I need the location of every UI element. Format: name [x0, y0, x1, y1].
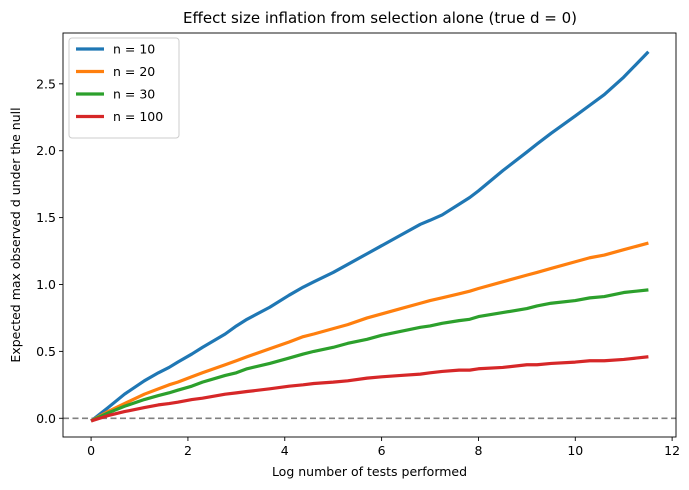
y-tick-label: 0.0 — [36, 411, 56, 426]
x-tick-label: 10 — [567, 443, 583, 458]
series-line-3 — [90, 288, 649, 423]
x-tick-label: 6 — [378, 443, 386, 458]
x-tick-label: 12 — [664, 443, 680, 458]
legend-label-4: n = 100 — [113, 109, 163, 124]
legend: n = 10 n = 20 n = 30 n = 100 — [68, 37, 180, 139]
y-tick-label: 0.5 — [36, 344, 56, 359]
series-layer — [90, 50, 650, 423]
series-line-1 — [90, 50, 650, 423]
x-tick-label: 2 — [184, 443, 192, 458]
legend-label-3: n = 30 — [113, 87, 155, 102]
x-axis-ticks: 0 2 4 6 8 10 12 — [87, 437, 680, 458]
series-line-4 — [90, 355, 649, 423]
plot-area: 0 2 4 6 8 10 12 0.0 0.5 1.0 1.5 2.0 2.5 — [36, 32, 680, 458]
legend-box — [68, 37, 180, 139]
y-tick-label: 2.0 — [36, 143, 56, 158]
x-tick-label: 4 — [281, 443, 289, 458]
y-tick-label: 1.5 — [36, 210, 56, 225]
legend-label-2: n = 20 — [113, 64, 155, 79]
y-axis-ticks: 0.0 0.5 1.0 1.5 2.0 2.5 — [36, 76, 63, 426]
y-axis-label: Expected max observed d under the null — [8, 107, 23, 362]
x-axis-label: Log number of tests performed — [272, 464, 467, 479]
y-tick-label: 1.0 — [36, 277, 56, 292]
axes-frame — [62, 32, 677, 438]
legend-label-1: n = 10 — [113, 42, 155, 57]
y-tick-label: 2.5 — [36, 76, 56, 91]
series-line-2 — [90, 241, 649, 423]
x-tick-label: 8 — [474, 443, 482, 458]
x-tick-label: 0 — [87, 443, 95, 458]
chart-title: Effect size inflation from selection alo… — [183, 9, 577, 27]
